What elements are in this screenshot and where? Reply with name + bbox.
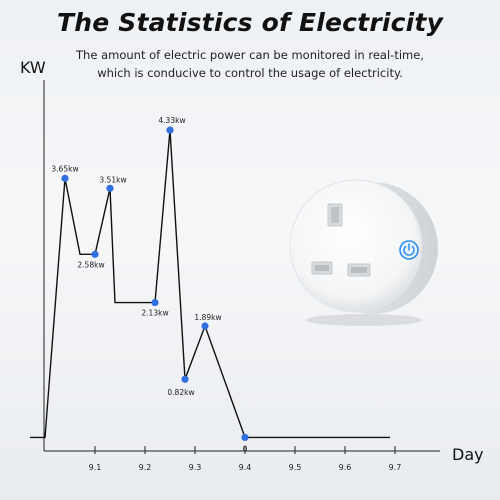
y-axis-title: KW: [20, 58, 46, 77]
data-point-marker: [166, 126, 174, 134]
data-label: 0: [243, 444, 248, 453]
chart-data-labels: 3.65kw 2.58kw 3.51kw 2.13kw 4.33kw 0.82kw 1.89…: [51, 116, 247, 453]
data-point-marker: [106, 184, 114, 192]
data-label: 0.82kw: [167, 388, 194, 397]
data-point-marker: [181, 375, 189, 383]
x-tick-label: 9.6: [339, 463, 352, 472]
data-label: 3.51kw: [99, 175, 126, 184]
data-label: 3.65kw: [51, 164, 78, 173]
x-tick-label: 9.3: [189, 463, 202, 472]
data-point-marker: [241, 433, 249, 442]
x-tick-label: 9.5: [289, 463, 302, 472]
x-tick-label: 9.7: [389, 463, 402, 472]
data-label: 2.13kw: [141, 309, 168, 318]
page-subtitle: The amount of electric power can be moni…: [30, 46, 470, 82]
page-title: The Statistics of Electricity: [56, 8, 444, 37]
data-label: 1.89kw: [194, 313, 221, 322]
data-point-marker: [201, 322, 209, 330]
data-label: 4.33kw: [158, 116, 185, 125]
data-point-marker: [91, 250, 99, 258]
x-tick-label: 9.4: [239, 463, 252, 472]
smart-plug-image: [278, 170, 438, 334]
data-point-marker: [151, 298, 159, 307]
subtitle-line-2: which is conducive to control the usage …: [97, 66, 403, 80]
chart-markers: [61, 126, 249, 442]
x-tick-label: 9.1: [89, 463, 102, 472]
chart-axes: KW Day 9.1 9.2 9.3 9.4 9.5 9.6 9.7: [20, 58, 484, 472]
subtitle-line-1: The amount of electric power can be moni…: [76, 48, 424, 62]
power-icon: [399, 240, 419, 260]
data-label: 2.58kw: [77, 260, 104, 269]
x-tick-label: 9.2: [139, 463, 152, 472]
data-point-marker: [61, 174, 69, 182]
x-axis-title: Day: [452, 445, 484, 464]
